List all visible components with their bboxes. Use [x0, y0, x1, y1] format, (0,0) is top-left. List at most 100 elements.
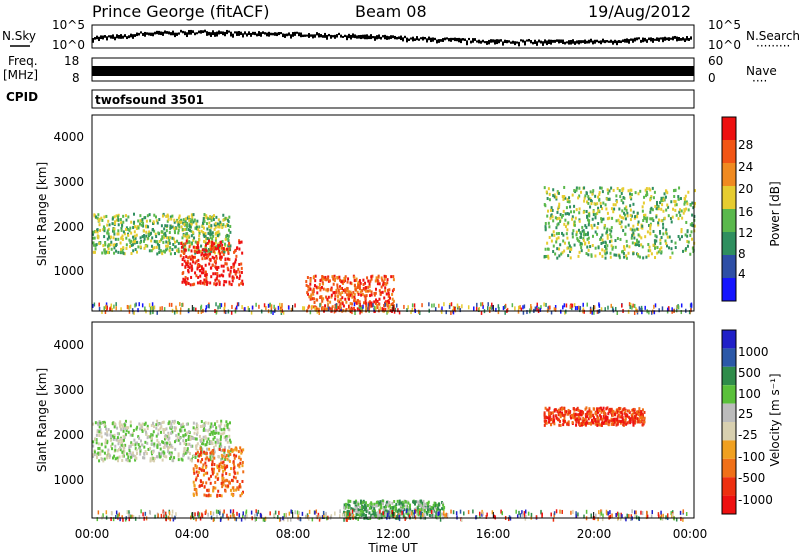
scatter-point [545, 421, 548, 425]
scatter-point [319, 303, 321, 308]
scatter-point [369, 517, 372, 521]
scatter-point [623, 213, 626, 217]
scatter-point [384, 505, 387, 509]
scatter-point [283, 513, 286, 518]
scatter-point [180, 241, 183, 245]
scatter-point [594, 212, 597, 216]
scatter-point [206, 227, 209, 231]
scatter-point [356, 513, 359, 517]
scatter-point [196, 432, 199, 436]
scatter-point [406, 512, 409, 516]
scatter-point [473, 306, 475, 311]
scatter-point [372, 510, 375, 514]
noise-mark [154, 31, 156, 35]
scatter-point [165, 441, 168, 445]
scatter-point [555, 226, 558, 230]
scatter-point [507, 517, 510, 522]
scatter-point [185, 439, 188, 443]
scatter-point [182, 450, 185, 454]
scatter-point [665, 232, 668, 236]
scatter-point [368, 511, 371, 515]
scatter-point [346, 289, 349, 293]
scatter-point [368, 289, 371, 293]
scatter-point [128, 447, 131, 451]
scatter-point [200, 244, 203, 248]
scatter-point [167, 431, 170, 435]
scatter-point [662, 209, 665, 213]
scatter-point [522, 310, 525, 315]
scatter-point [241, 490, 244, 494]
noise-mark [674, 35, 676, 39]
scatter-point [225, 420, 228, 424]
scatter-point [614, 417, 617, 421]
xtick-1200: 12:00 [376, 527, 411, 541]
scatter-point [179, 307, 182, 312]
scatter-point [97, 423, 100, 427]
scatter-point [475, 306, 478, 311]
scatter-point [203, 493, 206, 497]
scatter-point [290, 307, 293, 312]
scatter-point [128, 229, 131, 233]
noise-mark [452, 37, 454, 41]
scatter-point [129, 424, 132, 428]
scatter-point [206, 456, 209, 460]
scatter-point [594, 411, 597, 415]
scatter-point [223, 280, 226, 284]
scatter-point [221, 461, 224, 465]
scatter-point [212, 455, 215, 459]
scatter-point [210, 244, 213, 248]
scatter-point [177, 231, 180, 235]
scatter-point [98, 217, 101, 221]
scatter-point [597, 309, 600, 314]
scatter-point [339, 297, 342, 301]
scatter-point [405, 504, 408, 508]
scatter-point [591, 234, 594, 238]
scatter-point [385, 512, 387, 517]
scatter-point [202, 438, 205, 442]
scatter-point [186, 222, 189, 226]
scatter-point [220, 428, 223, 432]
scatter-point [207, 488, 210, 492]
scatter-point [196, 281, 199, 285]
scatter-point [364, 501, 367, 505]
scatter-point [342, 289, 345, 293]
scatter-point [210, 266, 213, 270]
scatter-point [372, 505, 375, 509]
scatter-point [605, 207, 608, 211]
scatter-point [127, 452, 130, 456]
scatter-point [148, 230, 151, 234]
scatter-point [202, 481, 205, 485]
scatter-point [117, 223, 120, 227]
scatter-point [574, 412, 577, 416]
scatter-point [107, 219, 110, 223]
scatter-point [180, 249, 183, 253]
scatter-point [115, 302, 117, 307]
scatter-point [160, 513, 163, 518]
scatter-point [442, 507, 445, 511]
noise-mark [384, 34, 386, 40]
scatter-point [629, 302, 632, 307]
scatter-point [228, 434, 231, 438]
scatter-point [596, 414, 599, 418]
scatter-point [290, 517, 292, 522]
scatter-point [227, 454, 230, 458]
scatter-point [413, 502, 416, 506]
scatter-point [452, 510, 455, 515]
scatter-point [175, 434, 178, 438]
scatter-point [107, 428, 110, 432]
nsky-label: N.Sky [2, 29, 36, 43]
scatter-point [630, 193, 633, 197]
scatter-point [170, 431, 173, 435]
vel-cbar-tick-100: 100 [738, 387, 761, 401]
scatter-point [115, 514, 117, 519]
scatter-point [202, 268, 205, 272]
scatter-point [651, 208, 654, 212]
scatter-point [163, 250, 166, 254]
scatter-point [207, 429, 210, 433]
scatter-point [677, 197, 680, 201]
scatter-point [677, 305, 680, 310]
noise-mark [120, 34, 122, 39]
scatter-point [610, 239, 613, 243]
scatter-point [636, 252, 639, 256]
scatter-point [391, 297, 394, 301]
